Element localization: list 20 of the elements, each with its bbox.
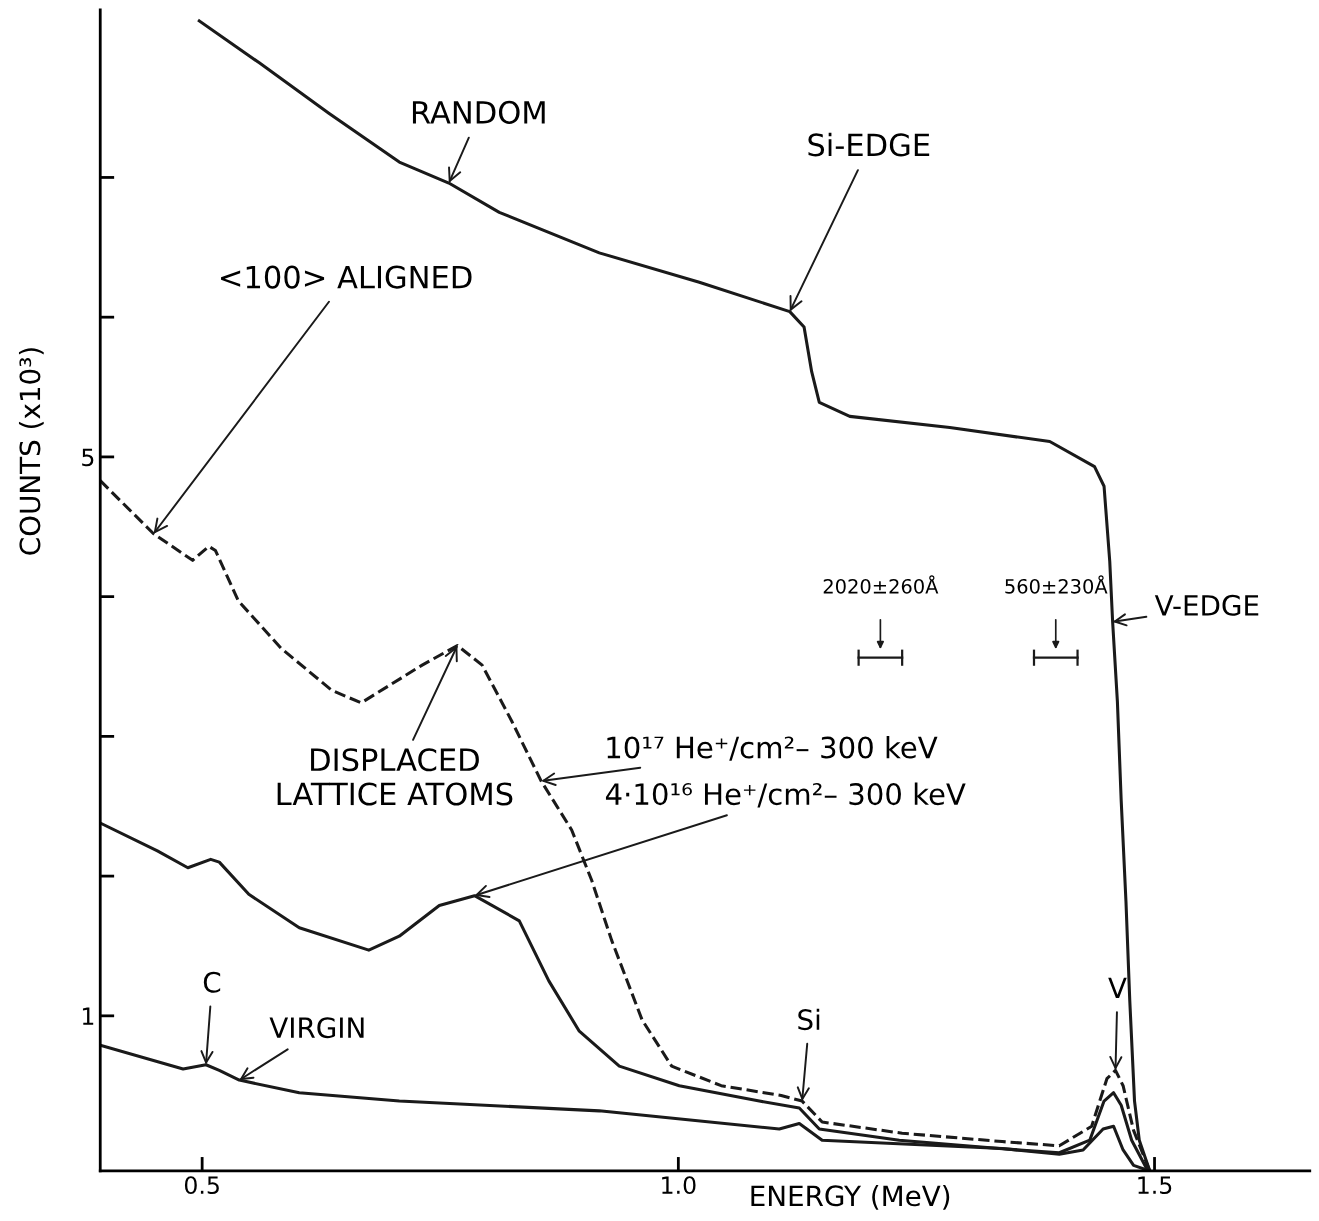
annotation: Si: [798, 1008, 820, 1031]
annotation: C: [203, 971, 221, 993]
y-tick-label: 1: [82, 1007, 94, 1025]
annotation: 4·10¹⁶ He⁺/cm²– 300 keV: [605, 782, 966, 808]
annotation: Si-EDGE: [808, 132, 930, 157]
y-tick-label: 5: [82, 448, 94, 467]
x-tick-label: 1.5: [1138, 1176, 1172, 1195]
annotation: V: [1108, 977, 1127, 998]
y-axis-title: COUNTS (x10³): [18, 348, 44, 555]
annotation: DISPLACED LATTICE ATOMS: [277, 748, 513, 806]
x-axis-title: ENERGY (MeV): [751, 1184, 950, 1210]
annotation: 10¹⁷ He⁺/cm²– 300 keV: [607, 735, 938, 761]
annotation: VIRGIN: [269, 1017, 364, 1039]
annotation: V-EDGE: [1154, 594, 1259, 616]
annotation: 560±230Å: [1005, 575, 1108, 594]
annotation: RANDOM: [412, 100, 545, 124]
x-tick-label: 0.5: [184, 1176, 219, 1195]
annotation: 2020±260Å: [823, 575, 939, 594]
x-tick-label: 1.0: [662, 1176, 696, 1195]
annotation: <100> ALIGNED: [221, 265, 472, 289]
